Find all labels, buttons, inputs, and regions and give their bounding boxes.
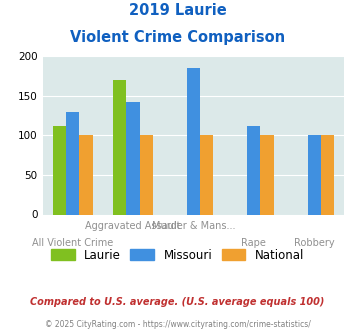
Bar (140, 135, 153, 214)
Bar (307, 135, 321, 214)
Bar (53, 126, 66, 214)
Text: 2019 Laurie: 2019 Laurie (129, 3, 226, 18)
Bar (80, 135, 93, 214)
Text: Murder & Mans...: Murder & Mans... (152, 221, 235, 231)
Bar (126, 102, 140, 214)
Text: Violent Crime Comparison: Violent Crime Comparison (70, 30, 285, 45)
Bar (321, 135, 334, 214)
Bar (113, 80, 126, 214)
Bar (247, 126, 261, 214)
Text: Rape: Rape (241, 238, 266, 248)
Bar (200, 135, 213, 214)
Text: © 2025 CityRating.com - https://www.cityrating.com/crime-statistics/: © 2025 CityRating.com - https://www.city… (45, 320, 310, 329)
Text: Compared to U.S. average. (U.S. average equals 100): Compared to U.S. average. (U.S. average … (30, 297, 325, 307)
Legend: Laurie, Missouri, National: Laurie, Missouri, National (46, 244, 309, 266)
Bar (187, 68, 200, 214)
Text: All Violent Crime: All Violent Crime (32, 238, 113, 248)
Bar (261, 135, 274, 214)
Text: Robbery: Robbery (294, 238, 334, 248)
Bar (66, 112, 80, 214)
Text: Aggravated Assault: Aggravated Assault (85, 221, 181, 231)
